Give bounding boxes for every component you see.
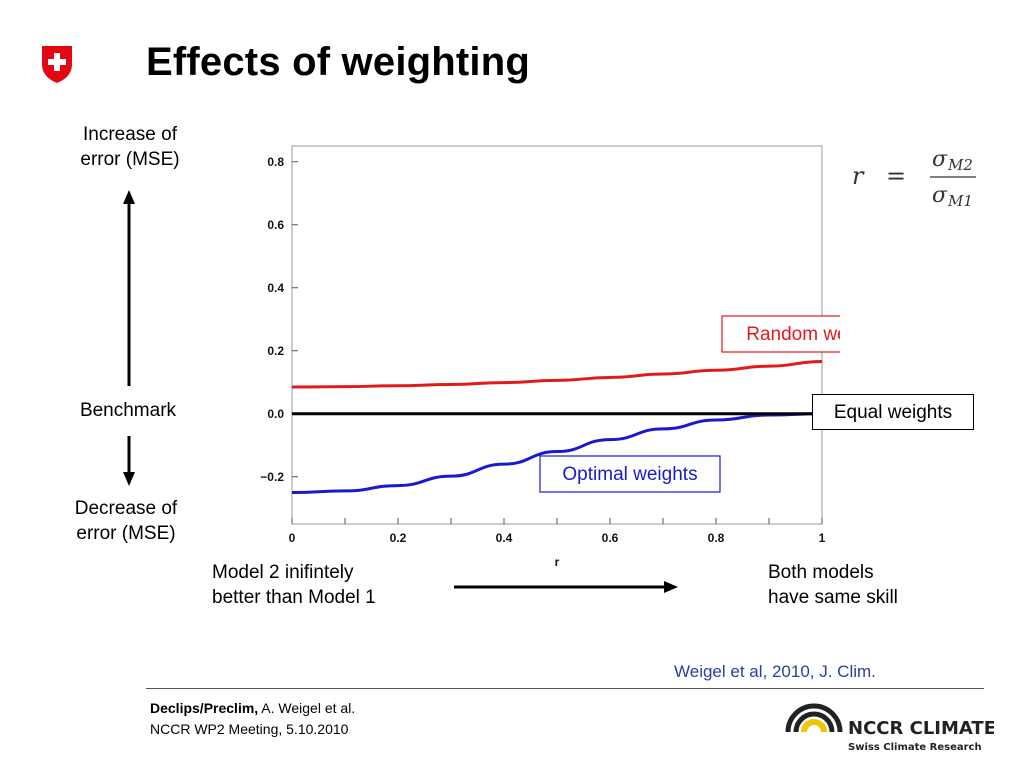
x-tick-label: 0.6 — [602, 531, 619, 545]
footer-authors: A. Weigel et al. — [258, 700, 356, 716]
citation: Weigel et al, 2010, J. Clim. — [674, 662, 876, 681]
mse-chart: 0.8 0.6 0.4 0.2 0.0 −0.2 0 0.2 0.4 0.6 0.8 1 r Random… — [260, 145, 840, 569]
label-equal-weights: Equal weights — [812, 394, 974, 430]
formula-numerator-symbol: σ — [932, 147, 948, 172]
label-optimal-weights: Optimal weights — [562, 464, 697, 485]
formula-denominator-subscript: M1 — [947, 192, 973, 210]
arrow-up-icon — [123, 190, 135, 386]
label-random-weights-box — [721, 315, 840, 353]
formula-numerator-subscript: M2 — [947, 156, 973, 174]
label-random-weights: Random weights — [746, 324, 840, 345]
arrow-down-icon — [123, 436, 135, 486]
series-line-random-weights — [291, 359, 823, 389]
model2-better-note: Model 2 inifintely better than Model 1 — [212, 562, 376, 608]
formula-lhs: r — [852, 162, 865, 190]
y-tick-label: 0.2 — [267, 344, 284, 358]
nccr-arcs-icon — [785, 703, 843, 733]
logo-tagline: Swiss Climate Research — [848, 742, 982, 753]
label-optimal-weights-box — [539, 455, 721, 493]
x-tick-label: 0.2 — [390, 531, 407, 545]
footer-project: Declips/Preclim, — [150, 700, 259, 716]
y-tick-label: −0.2 — [260, 470, 284, 484]
arrow-right-icon — [454, 581, 678, 593]
y-tick-label: 0.6 — [267, 218, 284, 232]
nccr-climate-logo: NCCR CLIMATE Swiss Climate Research — [785, 703, 994, 753]
footer-divider — [146, 688, 984, 689]
footer-text: Declips/Preclim, A. Weigel et al. NCCR W… — [150, 698, 355, 740]
decrease-error-label: Decrease of error (MSE) — [74, 498, 178, 544]
ratio-formula: r = σ M2 σ M1 — [852, 147, 976, 210]
x-tick-label: 0 — [289, 531, 296, 545]
y-tick-label: 0.0 — [267, 407, 284, 421]
x-tick-label: 1 — [819, 531, 826, 545]
formula-denominator-symbol: σ — [932, 183, 948, 208]
series-line-optimal-weights — [291, 412, 823, 494]
x-tick-label: 0.8 — [708, 531, 725, 545]
y-tick-label: 0.8 — [267, 155, 284, 169]
x-tick-label: 0.4 — [496, 531, 513, 545]
logo-name: NCCR CLIMATE — [848, 718, 994, 739]
increase-error-label: Increase of error (MSE) — [80, 124, 180, 170]
x-axis-label: r — [555, 555, 560, 569]
same-skill-note: Both models have same skill — [768, 562, 898, 608]
benchmark-label: Benchmark — [79, 400, 177, 421]
slide-title: Effects of weighting — [146, 40, 530, 84]
swiss-cross-shield-icon — [42, 46, 72, 83]
footer-meeting: NCCR WP2 Meeting, 5.10.2010 — [150, 721, 349, 737]
formula-equals: = — [886, 162, 906, 190]
y-tick-label: 0.4 — [267, 281, 284, 295]
